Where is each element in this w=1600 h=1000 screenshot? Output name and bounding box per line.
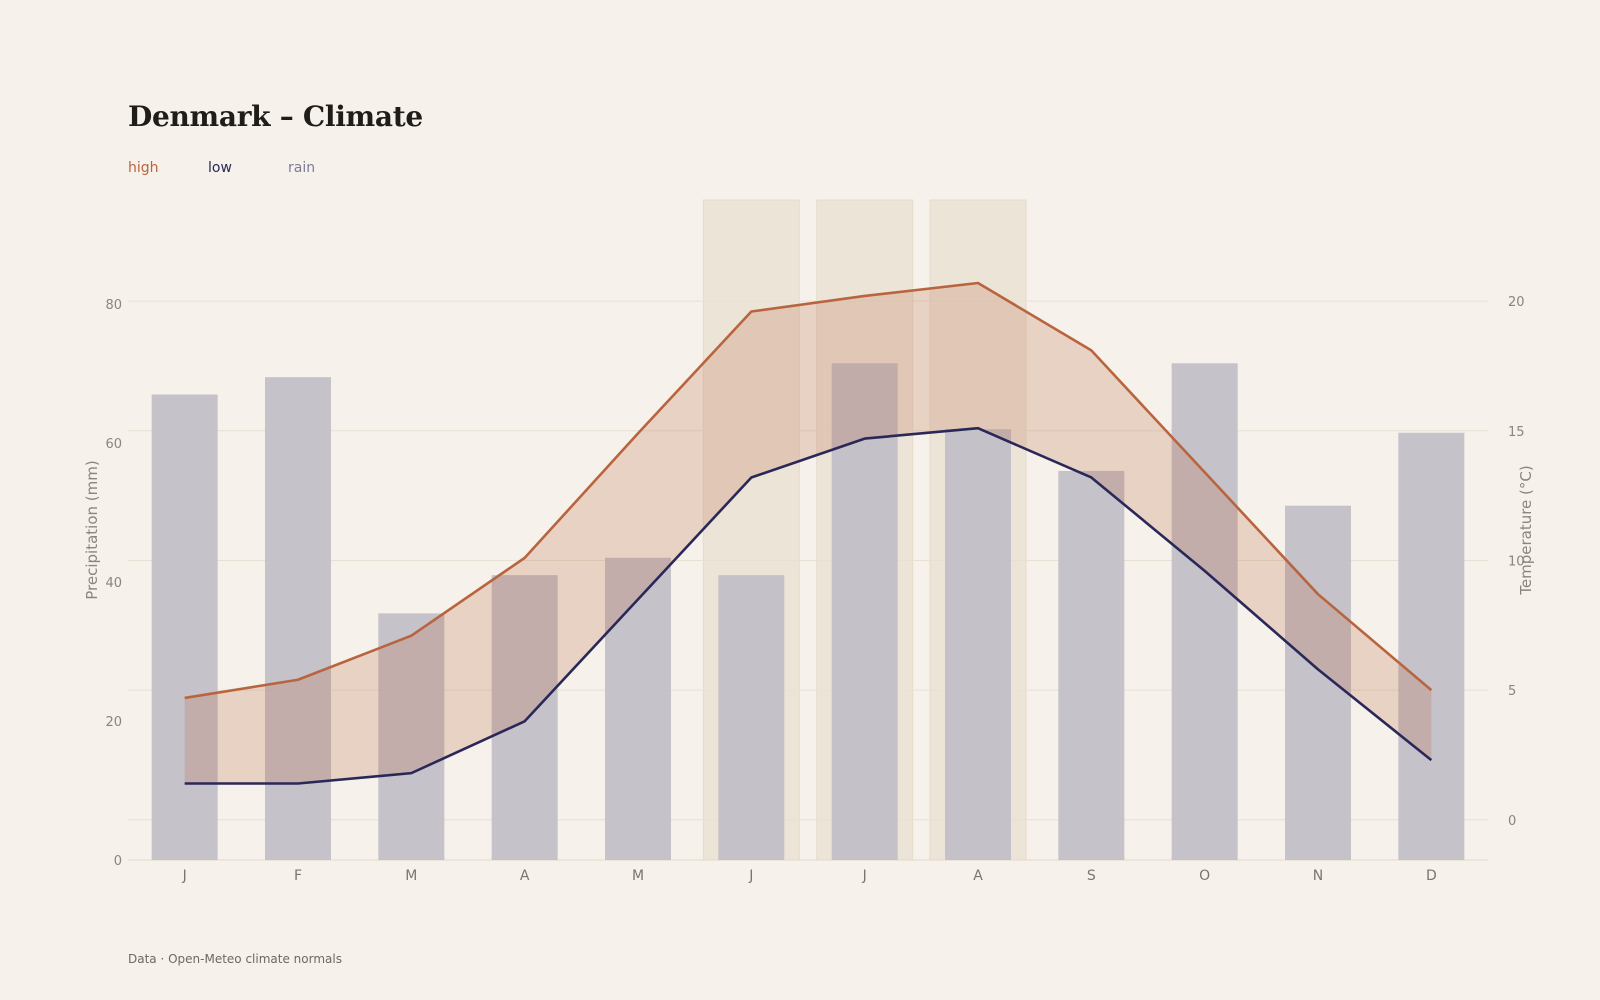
x-tick-label: M (405, 868, 417, 884)
rain-bar (265, 377, 331, 860)
y-tick-label-left: 20 (105, 715, 122, 730)
x-tick-label: M (632, 868, 644, 884)
rain-bar (945, 429, 1011, 860)
rain-bar (151, 394, 218, 860)
y-tick-label-left: 0 (114, 854, 122, 869)
y-tick-label-left: 60 (105, 437, 122, 452)
y-axis-title-left: Precipitation (mm) (83, 460, 101, 599)
y-tick-label-right: 0 (1508, 814, 1516, 829)
rain-bar (718, 575, 785, 860)
rain-bar (1058, 470, 1125, 860)
x-tick-label: D (1426, 868, 1437, 884)
legend: high low rain (128, 160, 368, 176)
rain-bar (1171, 363, 1238, 860)
y-tick-label-right: 15 (1508, 425, 1525, 440)
x-tick-label: J (748, 868, 753, 884)
legend-high: high (128, 160, 159, 176)
x-tick-label: F (294, 868, 302, 884)
legend-rain: rain (288, 160, 316, 176)
high-temperature-line (184, 281, 1433, 700)
y-tick-label-left: 80 (105, 298, 122, 313)
source-note: Data · Open-Meteo climate normals (128, 952, 342, 966)
y-tick-label-right: 5 (1508, 684, 1516, 699)
legend-low: low (208, 160, 232, 176)
rain-bar (378, 613, 445, 860)
x-tick-label: O (1199, 868, 1210, 884)
y-tick-label-right: 20 (1508, 295, 1525, 310)
temperature-band-group (184, 282, 1432, 784)
rain-bar (1285, 505, 1351, 860)
x-tick-label: J (862, 868, 867, 884)
x-tick-label: A (520, 868, 530, 884)
rain-bar (1398, 432, 1465, 860)
y-axis-title-right: Temperature (°C) (1517, 465, 1535, 595)
axes: J F M A M J J A S O N D 0 20 40 60 80 0 5 10 15 20 Precipitati… (83, 295, 1535, 884)
x-tick-label: A (973, 868, 983, 884)
y-tick-label-left: 40 (105, 576, 122, 591)
y-tick-label-right: 10 (1508, 554, 1525, 569)
x-tick-label: S (1087, 868, 1096, 884)
temperature-band (184, 282, 1432, 784)
temperature-lines (184, 281, 1433, 785)
x-tick-label: N (1313, 868, 1323, 884)
chart-title: Denmark – Climate (128, 100, 423, 133)
gridlines (128, 300, 1488, 861)
rain-bar (605, 557, 671, 860)
rain-bar (491, 575, 558, 860)
low-temperature-line (184, 426, 1433, 785)
x-tick-label: J (182, 868, 187, 884)
